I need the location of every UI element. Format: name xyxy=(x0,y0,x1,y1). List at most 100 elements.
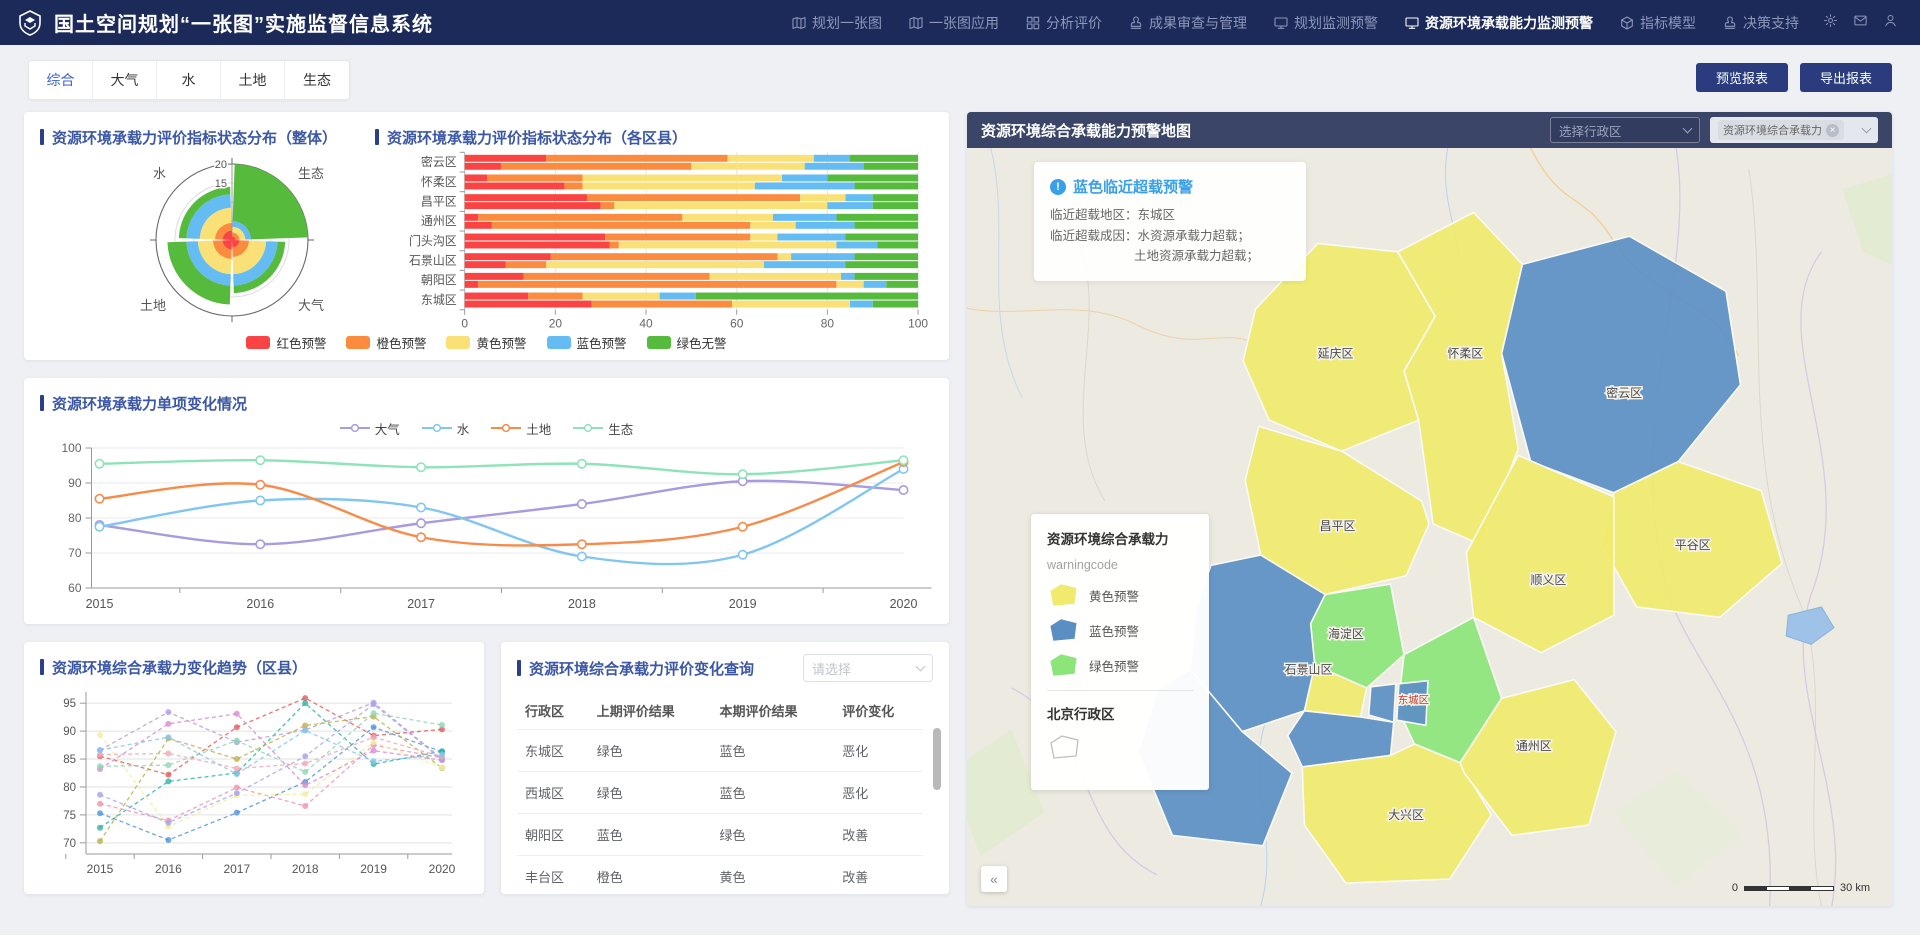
bar-通州区-0 xyxy=(464,213,479,221)
svg-text:75: 75 xyxy=(63,810,76,822)
bar-石景山区-1 xyxy=(550,253,778,261)
bar-东城区-3 xyxy=(850,300,873,308)
svg-text:怀柔区: 怀柔区 xyxy=(421,175,457,189)
table-row[interactable]: 西城区 绿色 蓝色 恶化 xyxy=(517,771,923,814)
map-legend-item-黄色预警[interactable]: 黄色预警 xyxy=(1047,582,1193,608)
district-通州区[interactable] xyxy=(1459,678,1617,837)
line-legend-大气[interactable]: 大气 xyxy=(339,418,400,438)
line-legend-生态[interactable]: 生态 xyxy=(573,418,633,438)
bar-石景山区-3 xyxy=(763,261,846,269)
logo-shield-icon xyxy=(19,9,41,36)
nav-item-规划监测预警[interactable]: 规划监测预警 xyxy=(1273,13,1378,33)
stamp-icon xyxy=(1724,15,1736,29)
map-title: 资源环境综合承载能力预警地图 xyxy=(981,122,1192,140)
legend-item-橙色预警[interactable]: 橙色预警 xyxy=(346,333,426,352)
nav-item-决策支持[interactable]: 决策支持 xyxy=(1722,13,1799,33)
map-icon xyxy=(792,16,806,29)
svg-text:2015: 2015 xyxy=(87,862,114,876)
legend-item-黄色预警[interactable]: 黄色预警 xyxy=(446,333,527,352)
nav-item-成果审查与管理[interactable]: 成果审查与管理 xyxy=(1128,13,1247,33)
legend-item-蓝色预警[interactable]: 蓝色预警 xyxy=(546,333,627,352)
stamp-icon xyxy=(1130,15,1142,29)
table-row[interactable]: 东城区 绿色 蓝色 恶化 xyxy=(517,729,923,772)
nav-item-一张图应用[interactable]: 一张图应用 xyxy=(908,13,999,33)
rose-sector-水-绿色无警 xyxy=(178,186,231,239)
nav-item-规划一张图[interactable]: 规划一张图 xyxy=(791,13,882,33)
svg-text:60: 60 xyxy=(68,581,82,595)
bar-石景山区-4 xyxy=(854,253,919,261)
legend-collapse-button[interactable]: « xyxy=(981,866,1007,892)
tab-土地[interactable]: 土地 xyxy=(221,61,285,99)
table-scrollbar-thumb[interactable] xyxy=(933,728,941,790)
bar-昌平区-4 xyxy=(872,202,919,210)
nav-item-资源环境承载能力监测预警[interactable]: 资源环境承载能力监测预警 xyxy=(1404,13,1593,33)
map-legend-item-绿色预警[interactable]: 绿色预警 xyxy=(1047,652,1193,678)
bar-怀柔区-1 xyxy=(487,174,583,182)
bar-门头沟区-0 xyxy=(464,241,610,249)
svg-text:100: 100 xyxy=(908,317,928,331)
title-marker xyxy=(40,395,44,411)
bar-怀柔区-0 xyxy=(464,182,565,190)
table-row[interactable]: 丰台区 橙色 黄色 改善 xyxy=(517,855,923,898)
chevron-down-icon xyxy=(1682,123,1693,134)
district-昌平区[interactable] xyxy=(1244,425,1430,596)
district-bars-title: 资源环境承载力评价指标状态分布（各区县） xyxy=(375,124,933,150)
line-legend-土地[interactable]: 土地 xyxy=(491,418,551,438)
bar-门头沟区-4 xyxy=(845,233,919,241)
bar-门头沟区-3 xyxy=(836,241,878,249)
bar-昌平区-0 xyxy=(464,202,601,210)
legend-divider xyxy=(1047,690,1193,691)
tab-生态[interactable]: 生态 xyxy=(285,61,349,99)
query-district-select[interactable]: 请选择 xyxy=(803,654,933,682)
bar-东城区-4 xyxy=(872,300,919,308)
svg-text:100: 100 xyxy=(61,441,81,455)
trend-series-3 xyxy=(99,701,443,760)
rose-sector-水-蓝色预警 xyxy=(186,194,231,239)
line-series-大气 xyxy=(99,479,904,546)
svg-text:2018: 2018 xyxy=(292,862,319,876)
svg-text:70: 70 xyxy=(68,546,82,560)
bar-门头沟区-2 xyxy=(750,233,778,241)
district-label-石景山区: 石景山区 xyxy=(1285,662,1333,676)
map-layer-select[interactable]: 资源环境综合承载力 × xyxy=(1710,117,1878,143)
map-legend-item-蓝色预警[interactable]: 蓝色预警 xyxy=(1047,617,1193,643)
svg-text:土地: 土地 xyxy=(140,298,166,313)
trend-series-0 xyxy=(99,697,443,776)
bar-怀柔区-1 xyxy=(564,182,583,190)
district-东城区[interactable] xyxy=(1396,679,1429,727)
user-icon[interactable] xyxy=(1883,13,1898,33)
cube-icon xyxy=(1621,15,1633,30)
mail-icon[interactable] xyxy=(1853,13,1868,33)
trend-series-6 xyxy=(99,734,443,828)
map-legend-items: 黄色预警蓝色预警绿色预警 xyxy=(1047,582,1193,678)
layer-tag: 资源环境综合承载力 × xyxy=(1718,120,1844,140)
nav-item-指标模型[interactable]: 指标模型 xyxy=(1619,13,1696,33)
bar-东城区-1 xyxy=(591,300,733,308)
district-大兴区[interactable] xyxy=(1301,743,1493,884)
tab-综合[interactable]: 综合 xyxy=(29,61,93,99)
preview-report-button[interactable]: 预览报表 xyxy=(1696,63,1788,92)
tab-大气[interactable]: 大气 xyxy=(93,61,157,99)
tag-close-icon[interactable]: × xyxy=(1826,123,1839,137)
bar-通州区-4 xyxy=(836,213,919,221)
table-row[interactable]: 朝阳区 蓝色 绿色 改善 xyxy=(517,813,923,856)
bar-通州区-2 xyxy=(682,213,773,221)
category-tabbar: 综合 大气水土地 生态 xyxy=(28,60,350,100)
bar-密云区-4 xyxy=(863,162,919,170)
line-legend-水[interactable]: 水 xyxy=(421,418,469,438)
district-西城区[interactable] xyxy=(1367,683,1397,723)
tab-水[interactable]: 水 xyxy=(157,61,221,99)
legend-item-红色预警[interactable]: 红色预警 xyxy=(246,333,326,352)
bar-朝阳区-0 xyxy=(464,280,479,288)
svg-text:80: 80 xyxy=(68,511,82,525)
legend-item-绿色无警[interactable]: 绿色无警 xyxy=(646,333,727,352)
district-label-东城区: 东城区 xyxy=(1398,694,1429,707)
export-report-button[interactable]: 导出报表 xyxy=(1800,63,1892,92)
map-district-select[interactable]: 选择行政区 xyxy=(1550,117,1700,143)
nav-item-分析评价[interactable]: 分析评价 xyxy=(1025,13,1102,33)
bar-通州区-2 xyxy=(750,221,796,229)
gear-icon[interactable] xyxy=(1823,13,1838,33)
rose-sector-生态-蓝色预警 xyxy=(232,221,251,240)
title-marker xyxy=(40,659,44,675)
bar-石景山区-2 xyxy=(777,253,792,261)
